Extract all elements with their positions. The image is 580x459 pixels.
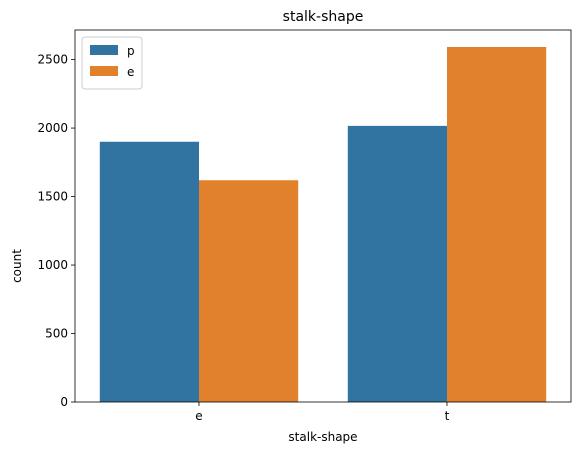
y-tick-label: 2000 <box>37 121 68 135</box>
x-axis-label: stalk-shape <box>288 430 357 444</box>
plot-frame <box>74 29 572 403</box>
y-tick-label: 500 <box>45 327 68 341</box>
bars-layer <box>99 46 547 403</box>
x-tick-label: e <box>195 409 202 423</box>
y-tick-label: 0 <box>60 395 68 409</box>
bar-p-e <box>99 141 199 403</box>
legend-swatch-e <box>90 66 118 76</box>
y-tick-label: 1000 <box>37 258 68 272</box>
legend-label-e: e <box>127 65 134 79</box>
bar-e-e <box>199 180 299 402</box>
legend-swatch-p <box>90 45 118 55</box>
chart-title: stalk-shape <box>283 9 364 25</box>
axes-layer: 0 500 1000 1500 2000 2500 e t <box>37 29 572 423</box>
y-axis-label: count <box>10 249 24 283</box>
y-tick-label: 2500 <box>37 53 68 67</box>
bar-p-t <box>347 125 447 403</box>
x-tick-label: t <box>445 409 450 423</box>
y-tick-label: 1500 <box>37 190 68 204</box>
bar-e-t <box>447 46 547 403</box>
legend: pe <box>81 36 143 90</box>
legend-label-p: p <box>127 44 135 58</box>
